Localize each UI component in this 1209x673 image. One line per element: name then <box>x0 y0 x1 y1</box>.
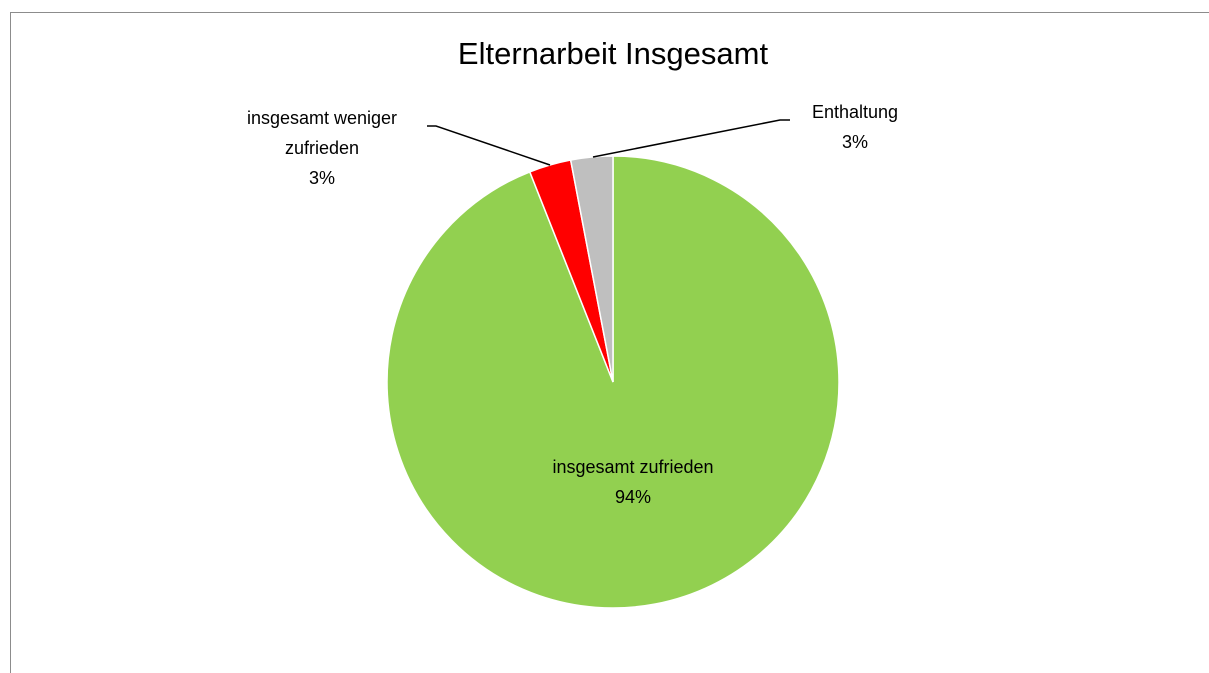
category-label: Enthaltung <box>811 102 899 122</box>
value-label: 94% <box>614 487 652 507</box>
value-label: 3% <box>308 168 335 188</box>
category-label: insgesamt zufrieden <box>552 457 714 477</box>
leader-line <box>592 119 790 158</box>
data-label: insgesamt zufrieden 94% <box>503 452 763 512</box>
chart-frame <box>10 12 1209 673</box>
leader-line <box>427 125 551 166</box>
pie-slice <box>569 155 614 383</box>
data-label: insgesamt weniger zufrieden 3% <box>217 103 427 193</box>
data-label: Enthaltung 3% <box>785 97 925 157</box>
category-label: insgesamt weniger zufrieden <box>246 108 398 158</box>
value-label: 3% <box>841 132 868 152</box>
chart-title: Elternarbeit Insgesamt <box>457 36 769 71</box>
